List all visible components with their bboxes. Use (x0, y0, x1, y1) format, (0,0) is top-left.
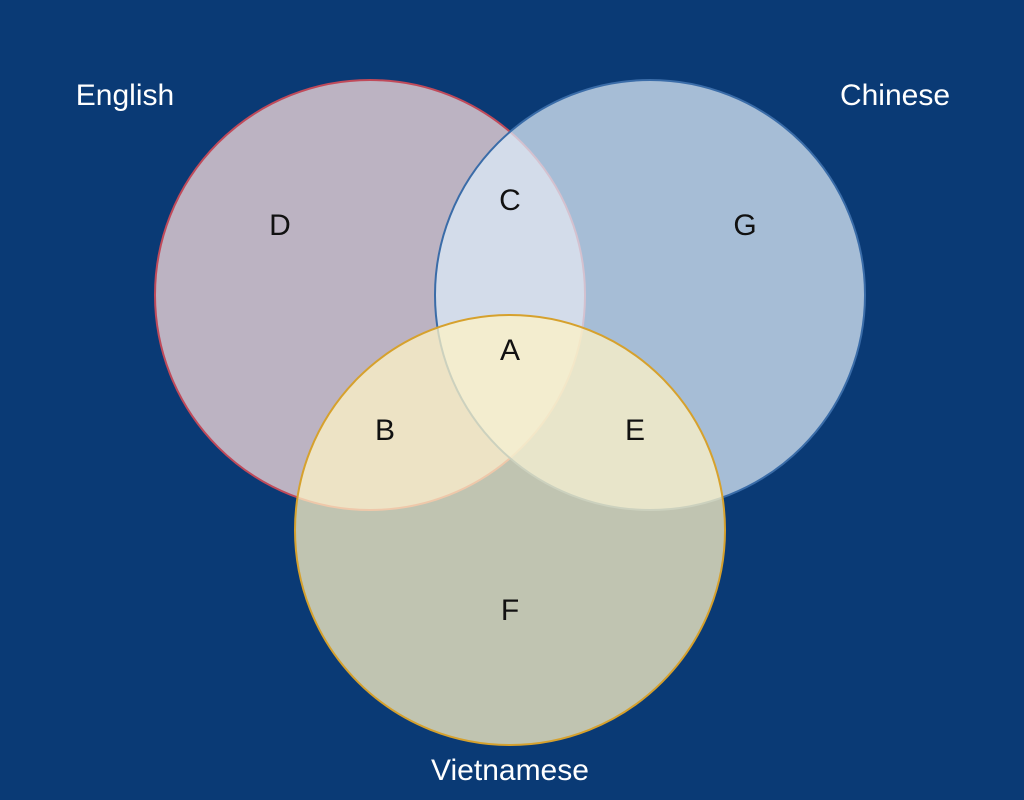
region-label-E: E (625, 414, 645, 447)
label-english: English (76, 79, 174, 112)
region-label-B: B (375, 414, 395, 447)
label-vietnamese: Vietnamese (431, 754, 589, 787)
region-label-A: A (500, 334, 520, 367)
circle-vietnamese (295, 315, 725, 745)
region-label-D: D (269, 209, 291, 242)
region-label-C: C (499, 184, 521, 217)
region-label-F: F (501, 594, 519, 627)
region-label-G: G (733, 209, 756, 242)
venn-diagram: English Chinese Vietnamese A B C D E F G (0, 0, 1024, 800)
label-chinese: Chinese (840, 79, 950, 112)
